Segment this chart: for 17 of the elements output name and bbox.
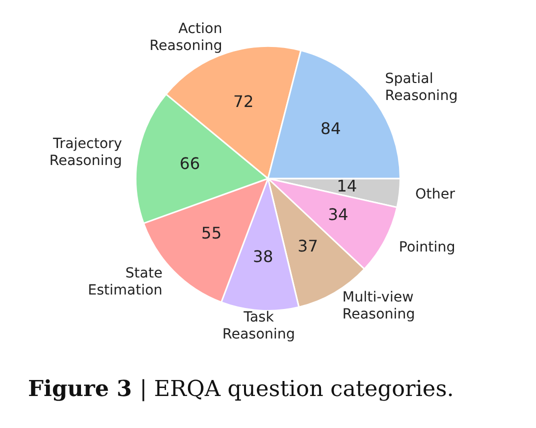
data-label: 55 [201, 223, 222, 242]
text: Figure 3 | ERQA question categories. [28, 376, 454, 402]
data-label: 66 [180, 154, 200, 174]
data-label: 14 [336, 176, 358, 196]
data-label: 38 [252, 246, 274, 266]
slice-label: State Estimation [88, 266, 162, 299]
slice-label: Action Reasoning [150, 20, 222, 54]
slice-label: Pointing [398, 239, 456, 256]
slice-label: Trajectory Reasoning [49, 136, 122, 170]
data-label: 72 [233, 92, 254, 112]
data-label: 34 [328, 204, 348, 224]
slice-label: Spatial Reasoning [385, 70, 458, 104]
slice-label: Multi-view Reasoning [342, 290, 416, 323]
slice-label: Task Reasoning [222, 309, 296, 342]
slice-label: Other [415, 186, 456, 202]
data-label: 84 [320, 119, 341, 138]
data-label: 37 [298, 236, 318, 256]
